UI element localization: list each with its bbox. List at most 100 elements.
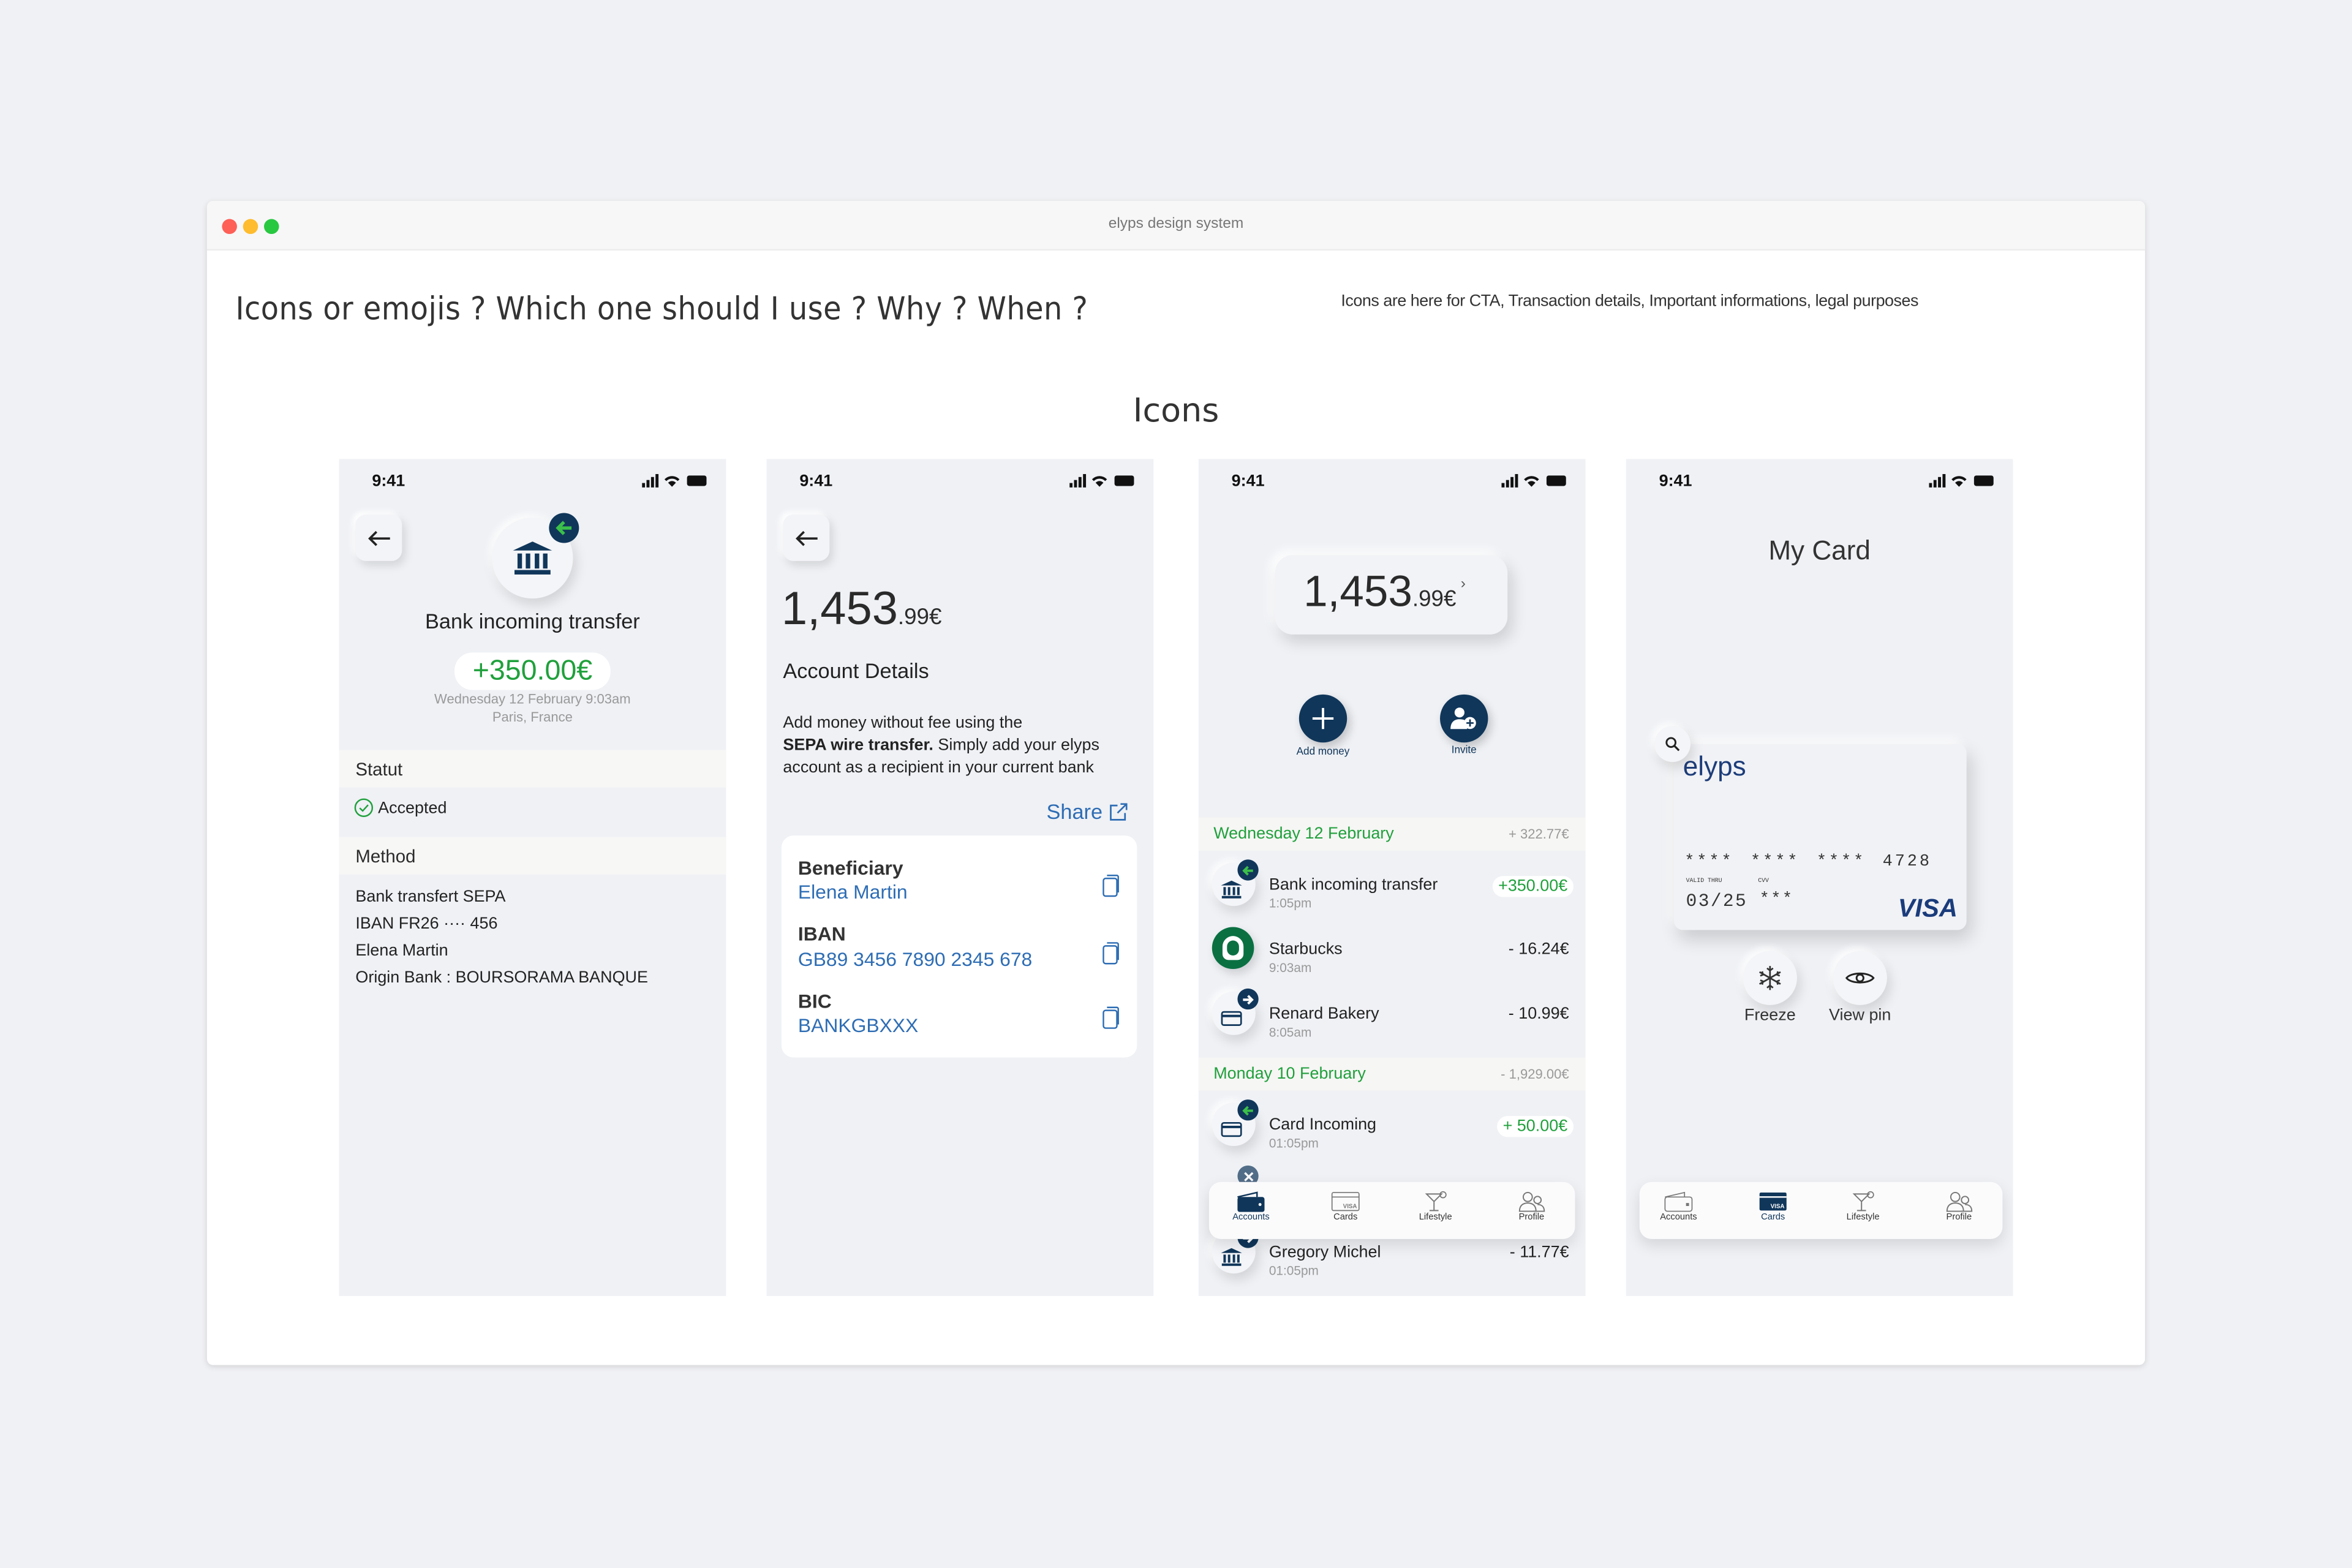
wallet-icon <box>1641 1191 1716 1212</box>
copy-icon[interactable] <box>1102 942 1119 965</box>
transaction-row[interactable]: Card Incoming 01:05pm + 50.00€ <box>1199 1099 1586 1180</box>
status-time: 9:41 <box>1231 472 1265 491</box>
balance: 1,453.99€ <box>782 582 942 636</box>
transaction-amount: +350.00€ <box>1492 876 1574 897</box>
transaction-amount: - 10.99€ <box>1508 1005 1569 1023</box>
valid-thru-label: VALID THRU <box>1686 879 1722 885</box>
nav-item-profile[interactable]: Profile <box>1921 1191 1996 1223</box>
plus-icon <box>1312 707 1334 729</box>
incoming-arrow-badge-icon <box>549 513 579 543</box>
instructions-line: Add money without fee using the <box>783 714 1023 733</box>
group-date: Monday 10 February <box>1213 1065 1366 1084</box>
bic-value[interactable]: BANKGBXXX <box>797 1014 919 1037</box>
copy-icon[interactable] <box>1102 1006 1119 1029</box>
nav-item-cards[interactable]: VISA Cards <box>1308 1191 1383 1223</box>
copy-icon[interactable] <box>1102 875 1119 897</box>
field-label: IBAN <box>797 922 846 945</box>
starbucks-logo <box>1212 927 1254 970</box>
status-time: 9:41 <box>799 472 833 491</box>
cocktail-icon <box>1398 1191 1472 1212</box>
incoming-badge-icon <box>1237 1099 1259 1121</box>
transaction-location: Paris, France <box>492 709 573 725</box>
maximize-window-button[interactable] <box>264 219 279 235</box>
nav-label: Accounts <box>1232 1213 1270 1223</box>
users-icon <box>1921 1191 1996 1212</box>
balance-card[interactable]: 1,453.99€› <box>1275 555 1508 635</box>
card-expiry: 03/25 <box>1686 891 1748 912</box>
transaction-time: 01:05pm <box>1268 1135 1319 1151</box>
date-group-header: Wednesday 12 February + 322.77€ <box>1198 817 1586 851</box>
freeze-button[interactable] <box>1743 951 1797 1005</box>
nav-item-cards[interactable]: VISA Cards <box>1735 1191 1810 1223</box>
outgoing-badge-icon <box>1237 988 1259 1010</box>
method-section-header: Method <box>339 837 726 875</box>
card-number: **** **** **** 4728 <box>1684 853 1932 871</box>
instructions-text: Add money without fee using the SEPA wir… <box>783 712 1143 780</box>
method-line: Bank transfert SEPA <box>355 888 506 907</box>
method-line: Origin Bank : BOURSORAMA BANQUE <box>355 969 648 987</box>
add-money-button[interactable] <box>1298 694 1348 743</box>
transaction-date: Wednesday 12 February 9:03am <box>434 691 631 707</box>
title-bar: elyps design system <box>206 201 2146 251</box>
view-pin-button[interactable] <box>1833 951 1887 1005</box>
nav-item-accounts[interactable]: Accounts <box>1213 1191 1288 1223</box>
share-label: Share <box>1046 799 1103 824</box>
group-total: - 1,929.00€ <box>1501 1066 1569 1082</box>
nav-label: Cards <box>1333 1213 1358 1223</box>
back-button[interactable] <box>783 514 830 561</box>
transaction-amount: + 50.00€ <box>1496 1116 1574 1137</box>
balance-decimal: .99€ <box>1412 586 1457 612</box>
method-line: IBAN FR26 ···· 456 <box>355 914 498 933</box>
nav-item-lifestyle[interactable]: Lifestyle <box>1398 1191 1472 1223</box>
card-number-group: **** <box>1751 853 1800 872</box>
search-icon <box>1665 737 1680 752</box>
iban-value[interactable]: GB89 3456 7890 2345 678 <box>797 948 1033 971</box>
transaction-amount: - 11.77€ <box>1509 1243 1569 1262</box>
balance-integer: 1,453 <box>1303 568 1412 617</box>
nav-label: Accounts <box>1660 1213 1697 1223</box>
card-cvv: *** <box>1759 891 1794 910</box>
instructions-line: Simply add your elyps <box>933 736 1099 755</box>
section-title: Account Details <box>783 658 929 683</box>
invite-button[interactable] <box>1440 694 1488 743</box>
transaction-name: Renard Bakery <box>1268 1005 1379 1023</box>
field-label: BIC <box>797 990 832 1013</box>
check-circle-icon <box>354 798 374 817</box>
nav-item-profile[interactable]: Profile <box>1494 1191 1569 1223</box>
transaction-time: 9:03am <box>1268 960 1312 975</box>
minimize-window-button[interactable] <box>243 219 258 235</box>
card-number-group: 4728 <box>1882 853 1932 872</box>
card-brand-logo: elyps <box>1683 751 1746 782</box>
invite-label: Invite <box>1451 745 1477 756</box>
cocktail-icon <box>1825 1191 1900 1212</box>
share-button[interactable]: Share <box>1046 799 1128 824</box>
transaction-row[interactable]: Starbucks 9:03am - 16.24€ <box>1199 927 1586 1005</box>
svg-text:VISA: VISA <box>1343 1204 1357 1210</box>
transaction-row[interactable]: Bank incoming transfer 1:05pm +350.00€ <box>1199 859 1586 941</box>
nav-item-accounts[interactable]: Accounts <box>1641 1191 1716 1223</box>
nav-item-lifestyle[interactable]: Lifestyle <box>1825 1191 1900 1223</box>
card-number-group: **** <box>1684 853 1734 872</box>
transaction-title: Bank incoming transfer <box>425 609 640 633</box>
payment-card[interactable]: elyps **** **** **** 4728 VALID THRU CVV… <box>1674 744 1967 930</box>
transaction-name: Card Incoming <box>1268 1116 1377 1134</box>
screen-title: My Card <box>1768 535 1871 566</box>
close-window-button[interactable] <box>222 219 237 235</box>
arrow-left-icon <box>794 530 817 546</box>
zoom-card-button[interactable] <box>1654 726 1691 763</box>
transaction-row[interactable]: Gregory Michel 01:05pm - 11.77€ <box>1199 1227 1586 1296</box>
beneficiary-value[interactable]: Elena Martin <box>797 880 908 903</box>
transaction-row[interactable]: Renard Bakery 8:05am - 10.99€ <box>1199 988 1586 1069</box>
nav-label: Lifestyle <box>1419 1213 1452 1223</box>
date-group-header: Monday 10 February - 1,929.00€ <box>1198 1057 1586 1091</box>
incoming-badge-icon <box>1237 859 1259 881</box>
transaction-time: 8:05am <box>1268 1024 1312 1040</box>
nav-label: Profile <box>1518 1213 1545 1223</box>
bottom-nav: Accounts VISA Cards Lifestyle Profile <box>1208 1182 1575 1239</box>
page-heading: Icons or emojis ? Which one should I use… <box>235 291 1088 327</box>
back-button[interactable] <box>355 514 402 561</box>
amount-pill: +350.00€ <box>454 652 611 690</box>
field-label: Beneficiary <box>797 856 903 880</box>
transaction-name: Bank incoming transfer <box>1268 876 1438 894</box>
users-icon <box>1494 1191 1569 1212</box>
